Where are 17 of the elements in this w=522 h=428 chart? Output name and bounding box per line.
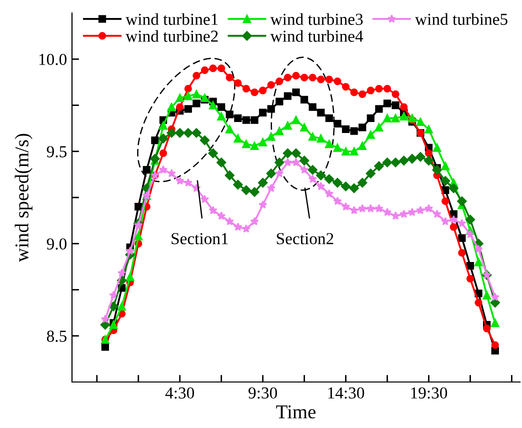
legend-label: wind turbine2 xyxy=(126,30,218,42)
legend-label: wind turbine3 xyxy=(270,13,363,25)
annotation: Section2 xyxy=(276,233,334,244)
legend-label: wind turbine1 xyxy=(126,13,218,25)
x-tick-label: 9:30 xyxy=(248,387,277,399)
x-tick-label: 14:30 xyxy=(328,387,364,399)
y-tick-label: 9.5 xyxy=(46,146,66,158)
x-tick-label: 19:30 xyxy=(411,387,448,399)
x-tick-label: 4:30 xyxy=(165,387,194,399)
legend-label: wind turbine5 xyxy=(415,13,508,25)
y-tick-label: 8.5 xyxy=(46,330,66,342)
x-axis-title: Time xyxy=(276,405,316,418)
legend-label: wind turbine4 xyxy=(270,30,364,42)
y-tick-label: 10.0 xyxy=(39,54,67,66)
y-tick-label: 9.0 xyxy=(46,238,67,250)
annotation: Section1 xyxy=(172,233,228,244)
y-axis-title: wind speed(m/s) xyxy=(14,134,32,262)
